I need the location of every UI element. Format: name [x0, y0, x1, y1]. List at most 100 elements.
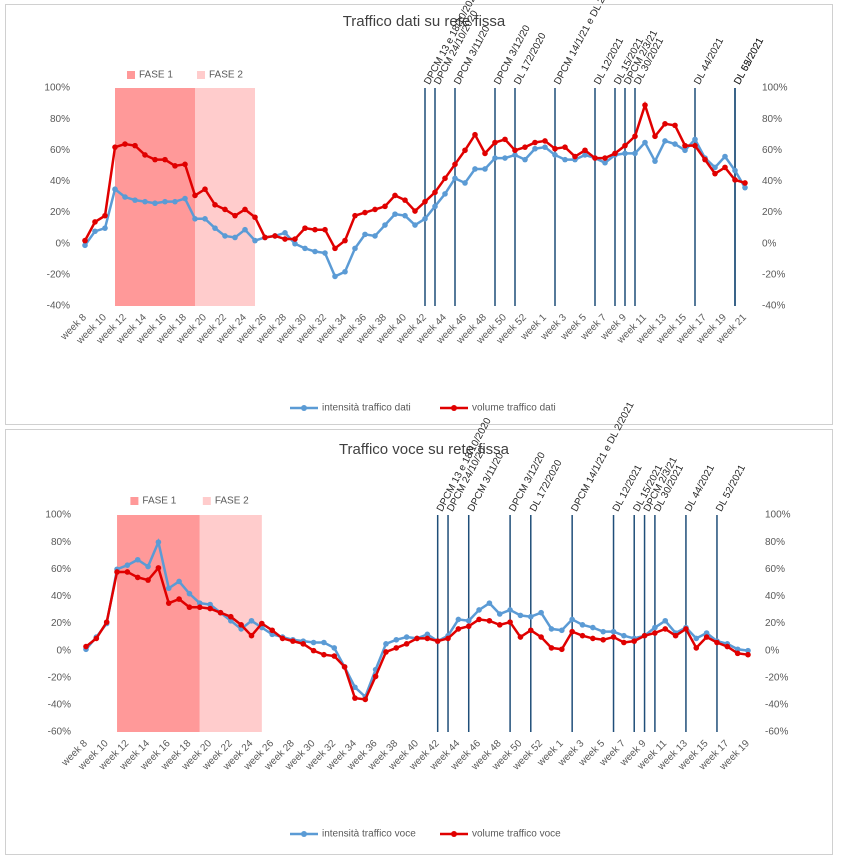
y-tick-label: -20%: [48, 672, 71, 683]
point: [152, 156, 158, 163]
point: [621, 632, 627, 639]
point: [662, 617, 669, 624]
y-tick-label: -40%: [47, 301, 70, 312]
point: [722, 164, 728, 171]
point: [248, 617, 255, 624]
point: [92, 219, 98, 225]
point: [734, 650, 741, 657]
y2-tick-label: -60%: [765, 727, 788, 738]
point: [482, 150, 488, 157]
point: [222, 233, 228, 239]
y2-tick-label: 60%: [762, 145, 782, 156]
point: [517, 612, 524, 619]
point: [422, 216, 428, 222]
point: [82, 237, 88, 244]
point: [252, 214, 258, 221]
point: [321, 651, 327, 658]
point: [532, 145, 538, 152]
y-tick-label: 0%: [57, 645, 72, 656]
point: [462, 147, 468, 154]
point: [402, 197, 408, 203]
point: [562, 144, 568, 150]
point: [176, 596, 182, 602]
y2-tick-label: 0%: [762, 238, 777, 249]
point: [502, 155, 508, 161]
point: [632, 150, 638, 157]
point: [672, 632, 679, 639]
point: [652, 158, 658, 164]
point: [559, 627, 565, 634]
y-tick-label: 20%: [50, 207, 70, 218]
point: [172, 198, 178, 205]
point: [532, 139, 538, 146]
point: [331, 653, 338, 659]
point: [538, 609, 544, 616]
point: [590, 624, 596, 631]
y-tick-label: 20%: [51, 618, 71, 629]
point: [228, 613, 234, 620]
point: [683, 626, 689, 632]
point: [300, 641, 307, 647]
point: [527, 613, 534, 620]
point: [341, 664, 348, 670]
point: [269, 627, 275, 634]
point: [402, 212, 408, 219]
point: [186, 590, 193, 597]
point: [155, 565, 162, 571]
point: [579, 622, 586, 628]
point: [412, 222, 418, 228]
point: [502, 136, 508, 143]
y-tick-label: 60%: [51, 564, 71, 575]
point: [279, 635, 286, 642]
point: [552, 145, 558, 152]
point: [103, 619, 110, 625]
y2-tick-label: -40%: [762, 301, 785, 312]
point: [312, 226, 318, 233]
point: [559, 646, 565, 653]
point: [703, 634, 710, 640]
point: [217, 609, 224, 616]
point: [582, 147, 588, 154]
y-tick-label: 40%: [51, 591, 71, 602]
point: [600, 628, 606, 635]
point: [496, 611, 503, 617]
point: [693, 645, 700, 651]
point: [134, 574, 141, 581]
point: [434, 638, 441, 644]
point: [538, 634, 544, 640]
point: [522, 156, 528, 163]
point: [165, 585, 172, 592]
point: [362, 209, 368, 216]
point: [542, 144, 548, 150]
point: [196, 604, 203, 611]
point: [155, 539, 162, 545]
point: [112, 144, 118, 150]
point: [712, 164, 718, 171]
point: [527, 627, 534, 634]
y-tick-label: 100%: [45, 510, 71, 521]
y2-tick-label: 20%: [762, 207, 782, 218]
point: [392, 211, 398, 217]
point: [632, 133, 638, 140]
point: [252, 237, 258, 244]
point: [212, 201, 218, 208]
point: [548, 626, 555, 632]
point: [517, 634, 524, 640]
point: [132, 142, 138, 149]
y-tick-label: -20%: [47, 269, 70, 280]
point: [92, 228, 98, 235]
point: [248, 632, 255, 639]
point: [145, 563, 151, 570]
point: [432, 203, 438, 210]
point: [290, 638, 296, 644]
point: [259, 620, 265, 627]
point: [202, 216, 208, 222]
point: [424, 635, 431, 642]
point: [548, 645, 555, 651]
point: [662, 626, 669, 632]
legend-label: volume traffico voce: [472, 829, 561, 840]
point: [310, 647, 317, 654]
point: [322, 226, 328, 233]
point: [182, 195, 188, 202]
